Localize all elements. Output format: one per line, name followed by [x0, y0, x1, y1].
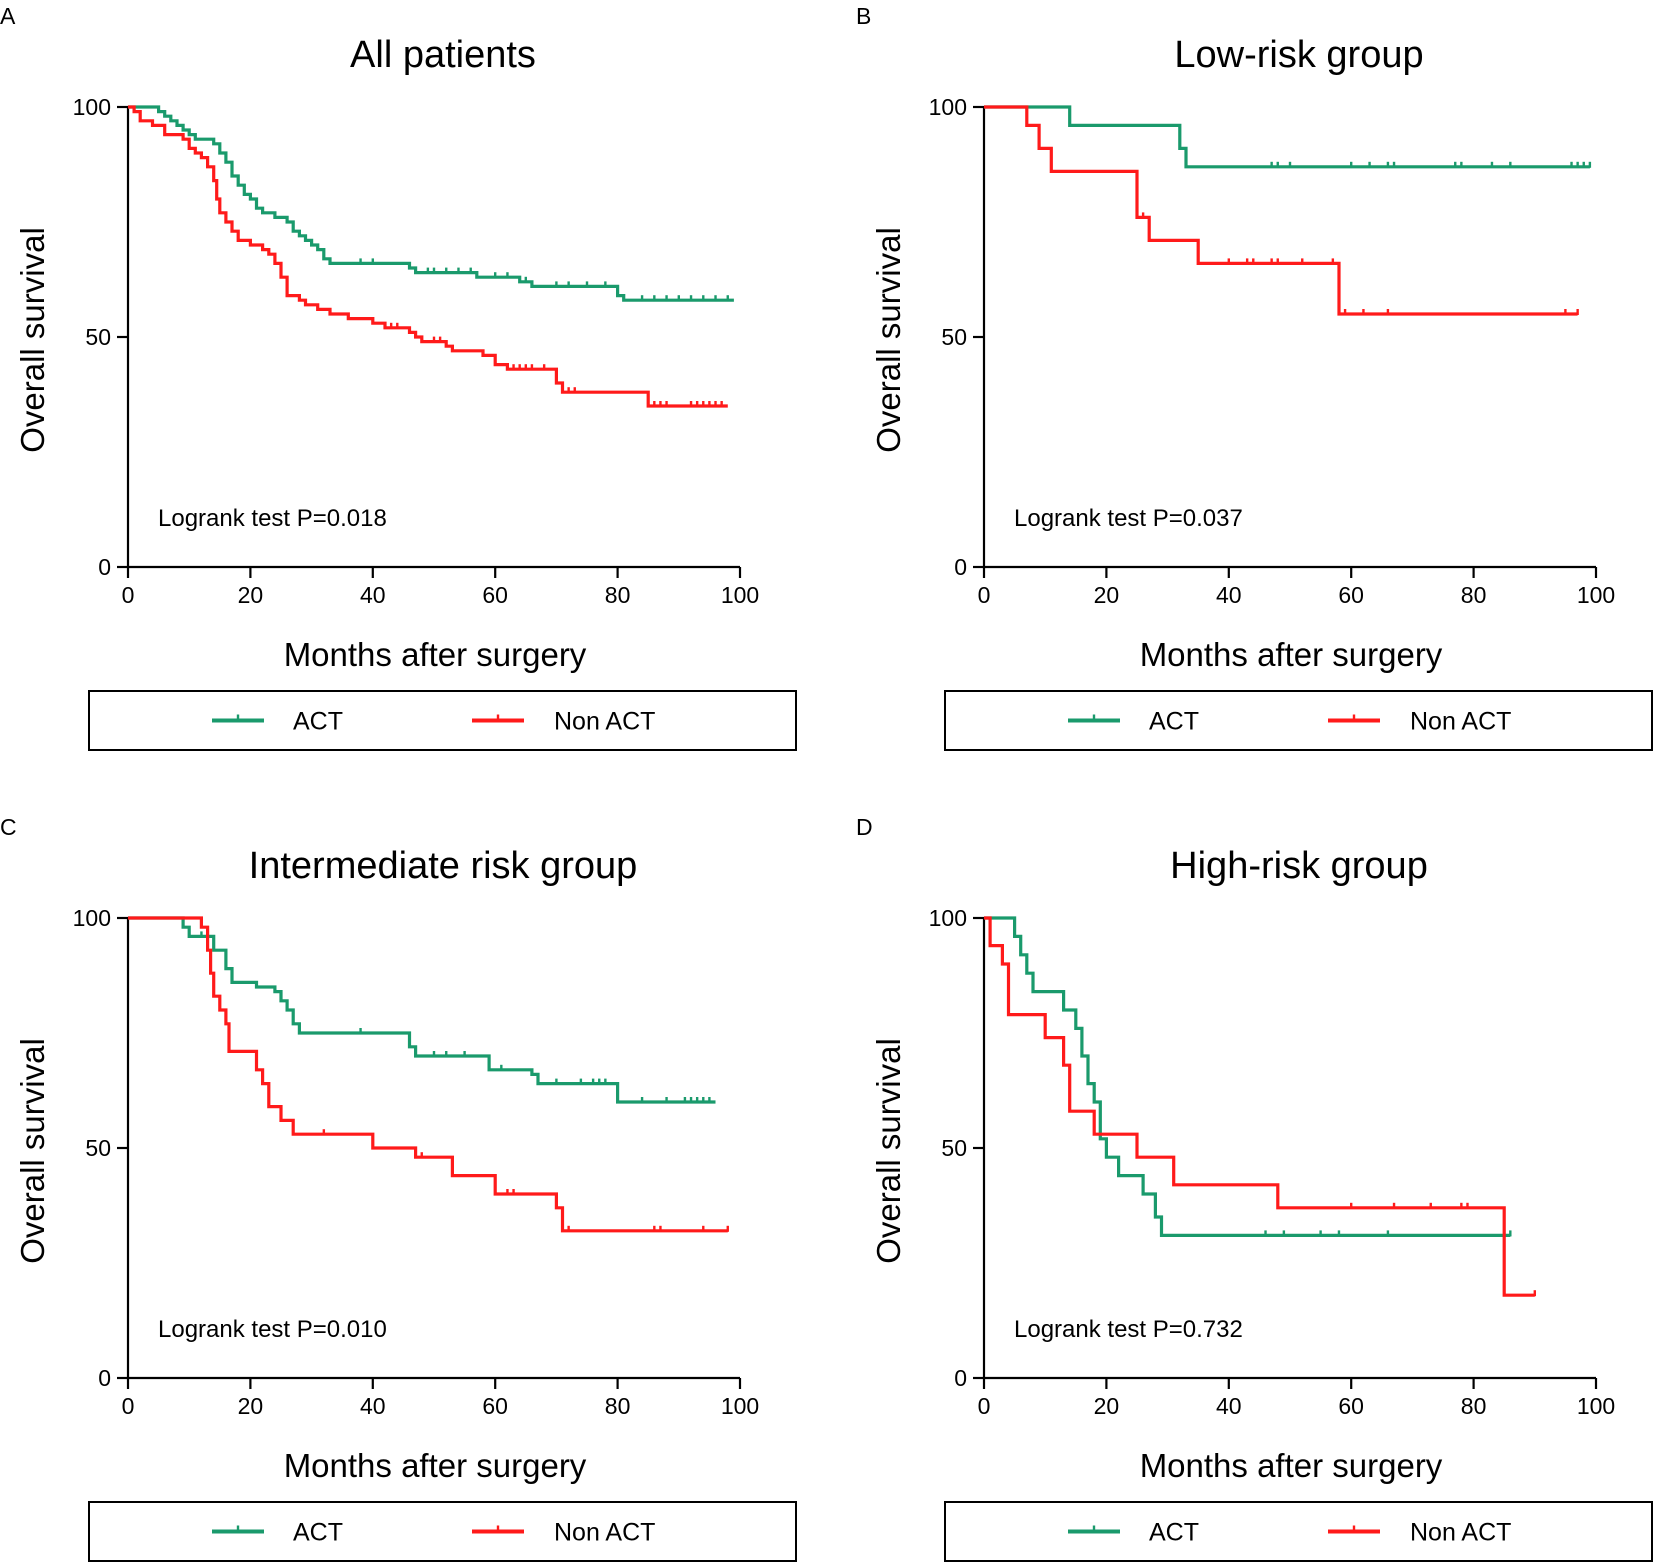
y-tick-label: 50 — [85, 1135, 111, 1161]
x-tick-label: 80 — [1461, 1393, 1487, 1419]
y-tick-label: 100 — [73, 905, 111, 931]
y-tick-label: 100 — [73, 94, 111, 120]
panel-letter: C — [0, 814, 17, 840]
legend-non-act-label: Non ACT — [554, 1519, 655, 1547]
y-axis-label: Overall survival — [870, 227, 907, 453]
survival-curve-act — [984, 105, 1590, 169]
x-tick-label: 0 — [978, 1393, 991, 1419]
survival-curve-act — [984, 916, 1511, 1237]
survival-curve-non-act — [984, 105, 1578, 316]
x-tick-label: 80 — [605, 1393, 631, 1419]
chart-title: Low-risk group — [1174, 34, 1423, 76]
legend: ACT Non ACT — [944, 690, 1653, 751]
legend: ACT Non ACT — [88, 1501, 797, 1562]
y-tick-label: 0 — [954, 554, 967, 580]
y-tick-label: 0 — [954, 1365, 967, 1391]
survival-curve-act — [128, 105, 734, 302]
legend-non-act-label: Non ACT — [1410, 1519, 1511, 1547]
y-tick-label: 100 — [929, 94, 967, 120]
legend-non-act-label: Non ACT — [1410, 708, 1511, 736]
x-tick-label: 40 — [1216, 582, 1242, 608]
x-tick-label: 0 — [122, 582, 135, 608]
logrank-annotation: Logrank test P=0.018 — [158, 505, 387, 532]
survival-curve-act — [128, 916, 716, 1104]
x-axis-label: Months after surgery — [1140, 1447, 1443, 1484]
x-tick-label: 0 — [122, 1393, 135, 1419]
x-axis-label: Months after surgery — [284, 1447, 587, 1484]
logrank-annotation: Logrank test P=0.037 — [1014, 505, 1243, 532]
legend: ACT Non ACT — [944, 1501, 1653, 1562]
legend: ACT Non ACT — [88, 690, 797, 751]
y-tick-label: 50 — [941, 324, 967, 350]
km-panel-b: B Low-risk group 0 50 100 0 20 40 60 80 100 Overall… — [856, 3, 1653, 751]
panel-letter: A — [0, 3, 16, 29]
km-panel-c: C Intermediate risk group 0 50 100 0 20 40 60 80 1… — [0, 814, 797, 1562]
x-tick-label: 20 — [238, 582, 264, 608]
survival-curve-non-act — [984, 916, 1535, 1297]
legend-box — [944, 1501, 1653, 1562]
y-tick-label: 50 — [941, 1135, 967, 1161]
legend-box — [88, 690, 797, 751]
y-axis-label: Overall survival — [870, 1038, 907, 1264]
x-tick-label: 80 — [605, 582, 631, 608]
y-axis-label: Overall survival — [14, 227, 51, 453]
x-tick-label: 20 — [238, 1393, 264, 1419]
y-tick-label: 100 — [929, 905, 967, 931]
legend-act-label: ACT — [1149, 1519, 1199, 1547]
panel-letter: D — [856, 814, 873, 840]
chart-title: High-risk group — [1170, 845, 1428, 887]
x-tick-label: 20 — [1094, 1393, 1120, 1419]
km-panel-d: D High-risk group 0 50 100 0 20 40 60 80 100 Overal… — [856, 814, 1653, 1562]
y-tick-label: 0 — [98, 554, 111, 580]
y-tick-label: 50 — [85, 324, 111, 350]
x-tick-label: 60 — [482, 1393, 508, 1419]
km-panel-a: A All patients 0 50 100 0 20 40 60 80 100 Overall s… — [0, 3, 797, 751]
x-tick-label: 100 — [1577, 1393, 1615, 1419]
legend-act-label: ACT — [293, 1519, 343, 1547]
x-axis-label: Months after surgery — [1140, 636, 1443, 673]
logrank-annotation: Logrank test P=0.732 — [1014, 1316, 1243, 1343]
survival-curve-non-act — [128, 105, 728, 408]
y-tick-label: 0 — [98, 1365, 111, 1391]
legend-box — [88, 1501, 797, 1562]
x-tick-label: 100 — [1577, 582, 1615, 608]
legend-act-label: ACT — [293, 708, 343, 736]
x-tick-label: 20 — [1094, 582, 1120, 608]
x-tick-label: 40 — [360, 1393, 386, 1419]
legend-act-label: ACT — [1149, 708, 1199, 736]
panel-letter: B — [856, 3, 871, 29]
x-tick-label: 0 — [978, 582, 991, 608]
legend-box — [944, 690, 1653, 751]
y-axis-label: Overall survival — [14, 1038, 51, 1264]
x-tick-label: 40 — [1216, 1393, 1242, 1419]
x-axis-label: Months after surgery — [284, 636, 587, 673]
logrank-annotation: Logrank test P=0.010 — [158, 1316, 387, 1343]
x-tick-label: 60 — [482, 582, 508, 608]
x-tick-label: 80 — [1461, 582, 1487, 608]
chart-title: All patients — [350, 34, 536, 76]
x-tick-label: 60 — [1338, 1393, 1364, 1419]
x-tick-label: 100 — [721, 1393, 759, 1419]
x-tick-label: 40 — [360, 582, 386, 608]
chart-title: Intermediate risk group — [249, 845, 638, 887]
survival-curve-non-act — [128, 916, 728, 1233]
x-tick-label: 60 — [1338, 582, 1364, 608]
legend-non-act-label: Non ACT — [554, 708, 655, 736]
x-tick-label: 100 — [721, 582, 759, 608]
